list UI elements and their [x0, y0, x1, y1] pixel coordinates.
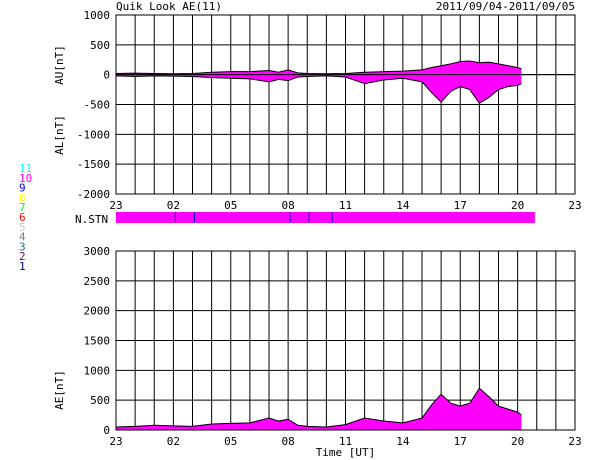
- station-legend-item: 10: [19, 172, 32, 185]
- au-al-xtick-label: 23: [568, 199, 581, 212]
- au-al-ytick-label: -2000: [77, 188, 110, 201]
- au-al-ytick-label: -500: [84, 99, 111, 112]
- au-axis-label: AU[nT]: [53, 45, 66, 85]
- ae-ytick-label: 500: [90, 394, 110, 407]
- date-range: 2011/09/04-2011/09/05: [436, 0, 575, 13]
- station-legend-item: 3: [19, 240, 26, 253]
- ae-ytick-label: 1000: [84, 364, 111, 377]
- ae-xtick-label: 23: [568, 435, 581, 448]
- au-al-xtick-label: 11: [339, 199, 352, 212]
- au-al-ytick-label: 500: [90, 39, 110, 52]
- ae-frame: [115, 250, 576, 431]
- ae-xtick-label: 23: [109, 435, 122, 448]
- ae-ytick-label: 2500: [84, 275, 111, 288]
- x-axis-label: Time [UT]: [316, 446, 376, 459]
- station-bar-label: N.STN: [75, 213, 108, 226]
- au-al-xtick-label: 14: [396, 199, 410, 212]
- au-al-ytick-label: 1000: [84, 9, 111, 22]
- ae-xtick-label: 02: [167, 435, 180, 448]
- ae-ytick-label: 2000: [84, 305, 111, 318]
- au-al-frame: [115, 14, 576, 195]
- au-al-xtick-label: 05: [224, 199, 237, 212]
- station-legend-item: 7: [19, 201, 26, 214]
- station-legend-item: 5: [19, 221, 26, 234]
- station-legend-item: 9: [19, 182, 26, 195]
- au-al-xtick-label: 02: [167, 199, 180, 212]
- station-bar-panel: N.STN: [75, 212, 535, 226]
- station-legend-item: 8: [19, 191, 26, 204]
- station-legend-item: 11: [19, 162, 32, 175]
- ae-xtick-label: 17: [454, 435, 467, 448]
- ae-ytick-label: 1500: [84, 335, 111, 348]
- chart-title: Quik Look AE(11): [116, 0, 222, 13]
- ae-xtick-label: 05: [224, 435, 237, 448]
- au-al-xtick-label: 08: [282, 199, 295, 212]
- au-al-band-fill: [116, 60, 522, 104]
- ae-axis-label: AE[nT]: [53, 370, 66, 410]
- au-al-xtick-label: 23: [109, 199, 122, 212]
- ae-area-fill: [116, 388, 522, 430]
- al-axis-label: AL[nT]: [53, 115, 66, 155]
- station-legend-item: 2: [19, 250, 26, 263]
- ae-xtick-label: 14: [396, 435, 410, 448]
- au-al-ytick-label: 0: [103, 69, 110, 82]
- station-bar: [116, 212, 535, 223]
- station-legend-item: 6: [19, 211, 26, 224]
- station-legend-item: 4: [19, 231, 26, 244]
- ae-ytick-label: 3000: [84, 245, 111, 258]
- au-al-xtick-label: 17: [454, 199, 467, 212]
- au-al-au-line: [115, 60, 522, 75]
- ae-xtick-label: 08: [282, 435, 295, 448]
- au-al-ytick-label: -1500: [77, 158, 110, 171]
- ae-ytick-label: 0: [103, 424, 110, 437]
- ae-xtick-label: 11: [339, 435, 352, 448]
- au-al-xtick-label: 20: [511, 199, 524, 212]
- ae-xtick-label: 20: [511, 435, 524, 448]
- station-legend-item: 1: [19, 260, 26, 273]
- ae-ae-line: [115, 387, 522, 428]
- au-al-ytick-label: -1000: [77, 128, 110, 141]
- au-al-al-line: [115, 75, 522, 104]
